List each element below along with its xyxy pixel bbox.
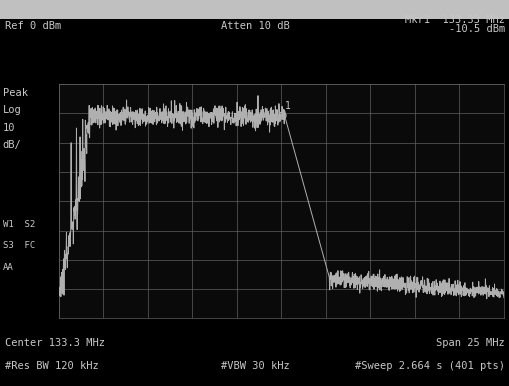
Text: Ref 0 dBm: Ref 0 dBm: [5, 21, 61, 31]
Text: Log: Log: [3, 105, 21, 115]
Text: Peak: Peak: [3, 88, 27, 98]
Text: Atten 10 dB: Atten 10 dB: [220, 21, 289, 31]
Text: -10.5 dBm: -10.5 dBm: [448, 24, 504, 34]
Text: dB/: dB/: [3, 140, 21, 150]
Text: S3  FC: S3 FC: [3, 241, 35, 250]
Text: Mkr1  133.33 MHz: Mkr1 133.33 MHz: [404, 15, 504, 25]
Text: Span 25 MHz: Span 25 MHz: [435, 338, 504, 348]
Text: #VBW 30 kHz: #VBW 30 kHz: [220, 361, 289, 371]
Text: 10: 10: [3, 123, 15, 133]
Text: W1  S2: W1 S2: [3, 220, 35, 229]
Text: 1: 1: [284, 101, 290, 111]
Text: Center 133.3 MHz: Center 133.3 MHz: [5, 338, 105, 348]
Text: #Res BW 120 kHz: #Res BW 120 kHz: [5, 361, 99, 371]
Text: #Sweep 2.664 s (401 pts): #Sweep 2.664 s (401 pts): [354, 361, 504, 371]
Text: AA: AA: [3, 262, 13, 271]
